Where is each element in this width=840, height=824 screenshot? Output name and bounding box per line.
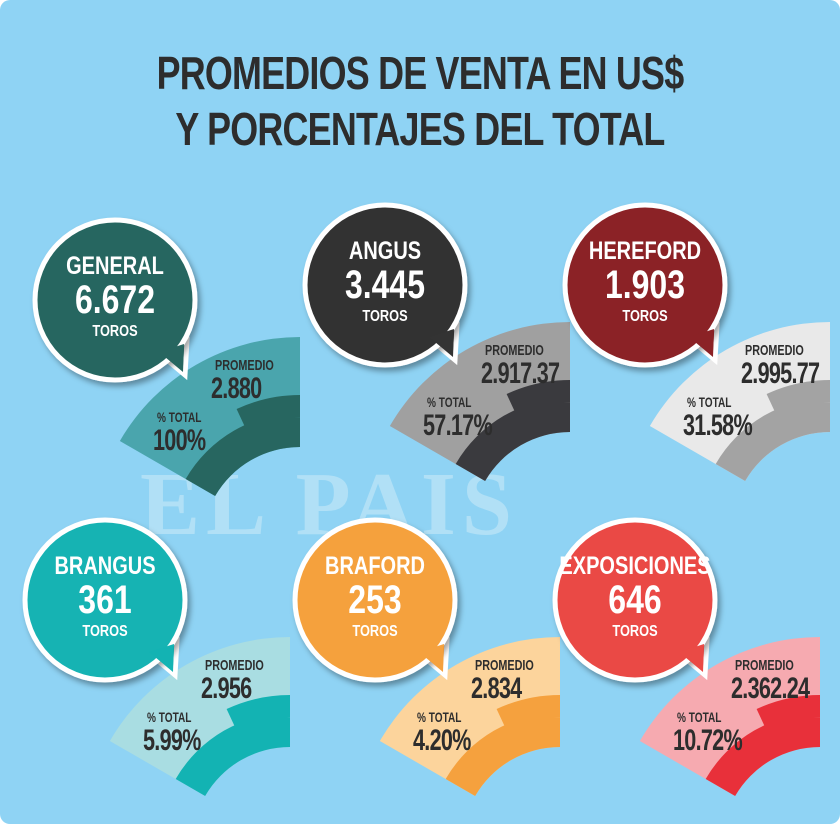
category-name: HEREFORD bbox=[588, 237, 702, 265]
speech-tail-fill bbox=[679, 644, 704, 672]
total-label: % TOTAL bbox=[147, 709, 192, 725]
circle-brangus bbox=[22, 517, 188, 683]
category-name: BRANGUS bbox=[54, 552, 156, 580]
promedio-label: PROMEDIO bbox=[745, 342, 804, 359]
circle-braford bbox=[292, 517, 458, 683]
speech-tail-fill bbox=[689, 329, 714, 357]
toros-count: 253 bbox=[348, 578, 402, 622]
promedio-value: 2.834 bbox=[471, 672, 522, 705]
category-name: GENERAL bbox=[66, 252, 164, 280]
fan-band-general bbox=[185, 395, 300, 496]
promedio-value: 2.995.77 bbox=[741, 357, 820, 390]
fan-band-brangus bbox=[175, 695, 290, 796]
toros-label: TOROS bbox=[82, 623, 128, 640]
promedio-label: PROMEDIO bbox=[205, 657, 264, 674]
toros-count: 646 bbox=[608, 578, 662, 622]
toros-count: 1.903 bbox=[604, 263, 686, 307]
total-value: 5.99% bbox=[143, 724, 201, 757]
title-line-1: PROMEDIOS DE VENTA EN US$ bbox=[156, 47, 685, 99]
toros-count: 361 bbox=[78, 578, 132, 622]
total-value: 10.72% bbox=[673, 724, 743, 757]
speech-tail-fill bbox=[149, 644, 174, 672]
circle-hereford bbox=[562, 202, 728, 368]
promedio-value: 2.956 bbox=[201, 672, 252, 705]
category-name: EXPOSICIONES bbox=[559, 552, 711, 580]
circle-angus bbox=[302, 202, 468, 368]
total-value: 4.20% bbox=[413, 724, 471, 757]
total-value: 31.58% bbox=[683, 409, 753, 442]
category-name: BRAFORD bbox=[325, 552, 425, 580]
toros-label: TOROS bbox=[92, 323, 138, 340]
total-label: % TOTAL bbox=[427, 394, 472, 410]
toros-label: TOROS bbox=[352, 623, 398, 640]
promedio-value: 2.362.24 bbox=[731, 672, 810, 705]
toros-label: TOROS bbox=[362, 308, 408, 325]
promedio-label: PROMEDIO bbox=[485, 342, 544, 359]
total-label: % TOTAL bbox=[687, 394, 732, 410]
promedio-value: 2.880 bbox=[211, 372, 262, 405]
total-label: % TOTAL bbox=[157, 409, 202, 425]
promedio-value: 2.917.37 bbox=[481, 357, 560, 390]
fan-band-exposiciones bbox=[705, 695, 820, 796]
fan-band-angus bbox=[455, 380, 570, 481]
title-line-2: Y PORCENTAJES DEL TOTAL bbox=[175, 103, 665, 155]
total-value: 100% bbox=[153, 424, 206, 457]
toros-label: TOROS bbox=[622, 308, 668, 325]
fan-band-braford bbox=[445, 695, 560, 796]
toros-count: 3.445 bbox=[344, 263, 426, 307]
fan-band-hereford bbox=[715, 380, 830, 481]
category-name: ANGUS bbox=[348, 237, 422, 265]
toros-label: TOROS bbox=[612, 623, 658, 640]
toros-count: 6.672 bbox=[74, 278, 156, 322]
total-label: % TOTAL bbox=[677, 709, 722, 725]
speech-tail-fill bbox=[159, 344, 184, 372]
total-value: 57.17% bbox=[423, 409, 493, 442]
circle-general bbox=[32, 217, 198, 383]
total-label: % TOTAL bbox=[417, 709, 462, 725]
speech-tail-fill bbox=[429, 329, 454, 357]
speech-tail-fill bbox=[419, 644, 444, 672]
promedio-label: PROMEDIO bbox=[735, 657, 794, 674]
promedio-label: PROMEDIO bbox=[475, 657, 534, 674]
promedio-label: PROMEDIO bbox=[215, 357, 274, 374]
circle-exposiciones bbox=[552, 517, 718, 683]
